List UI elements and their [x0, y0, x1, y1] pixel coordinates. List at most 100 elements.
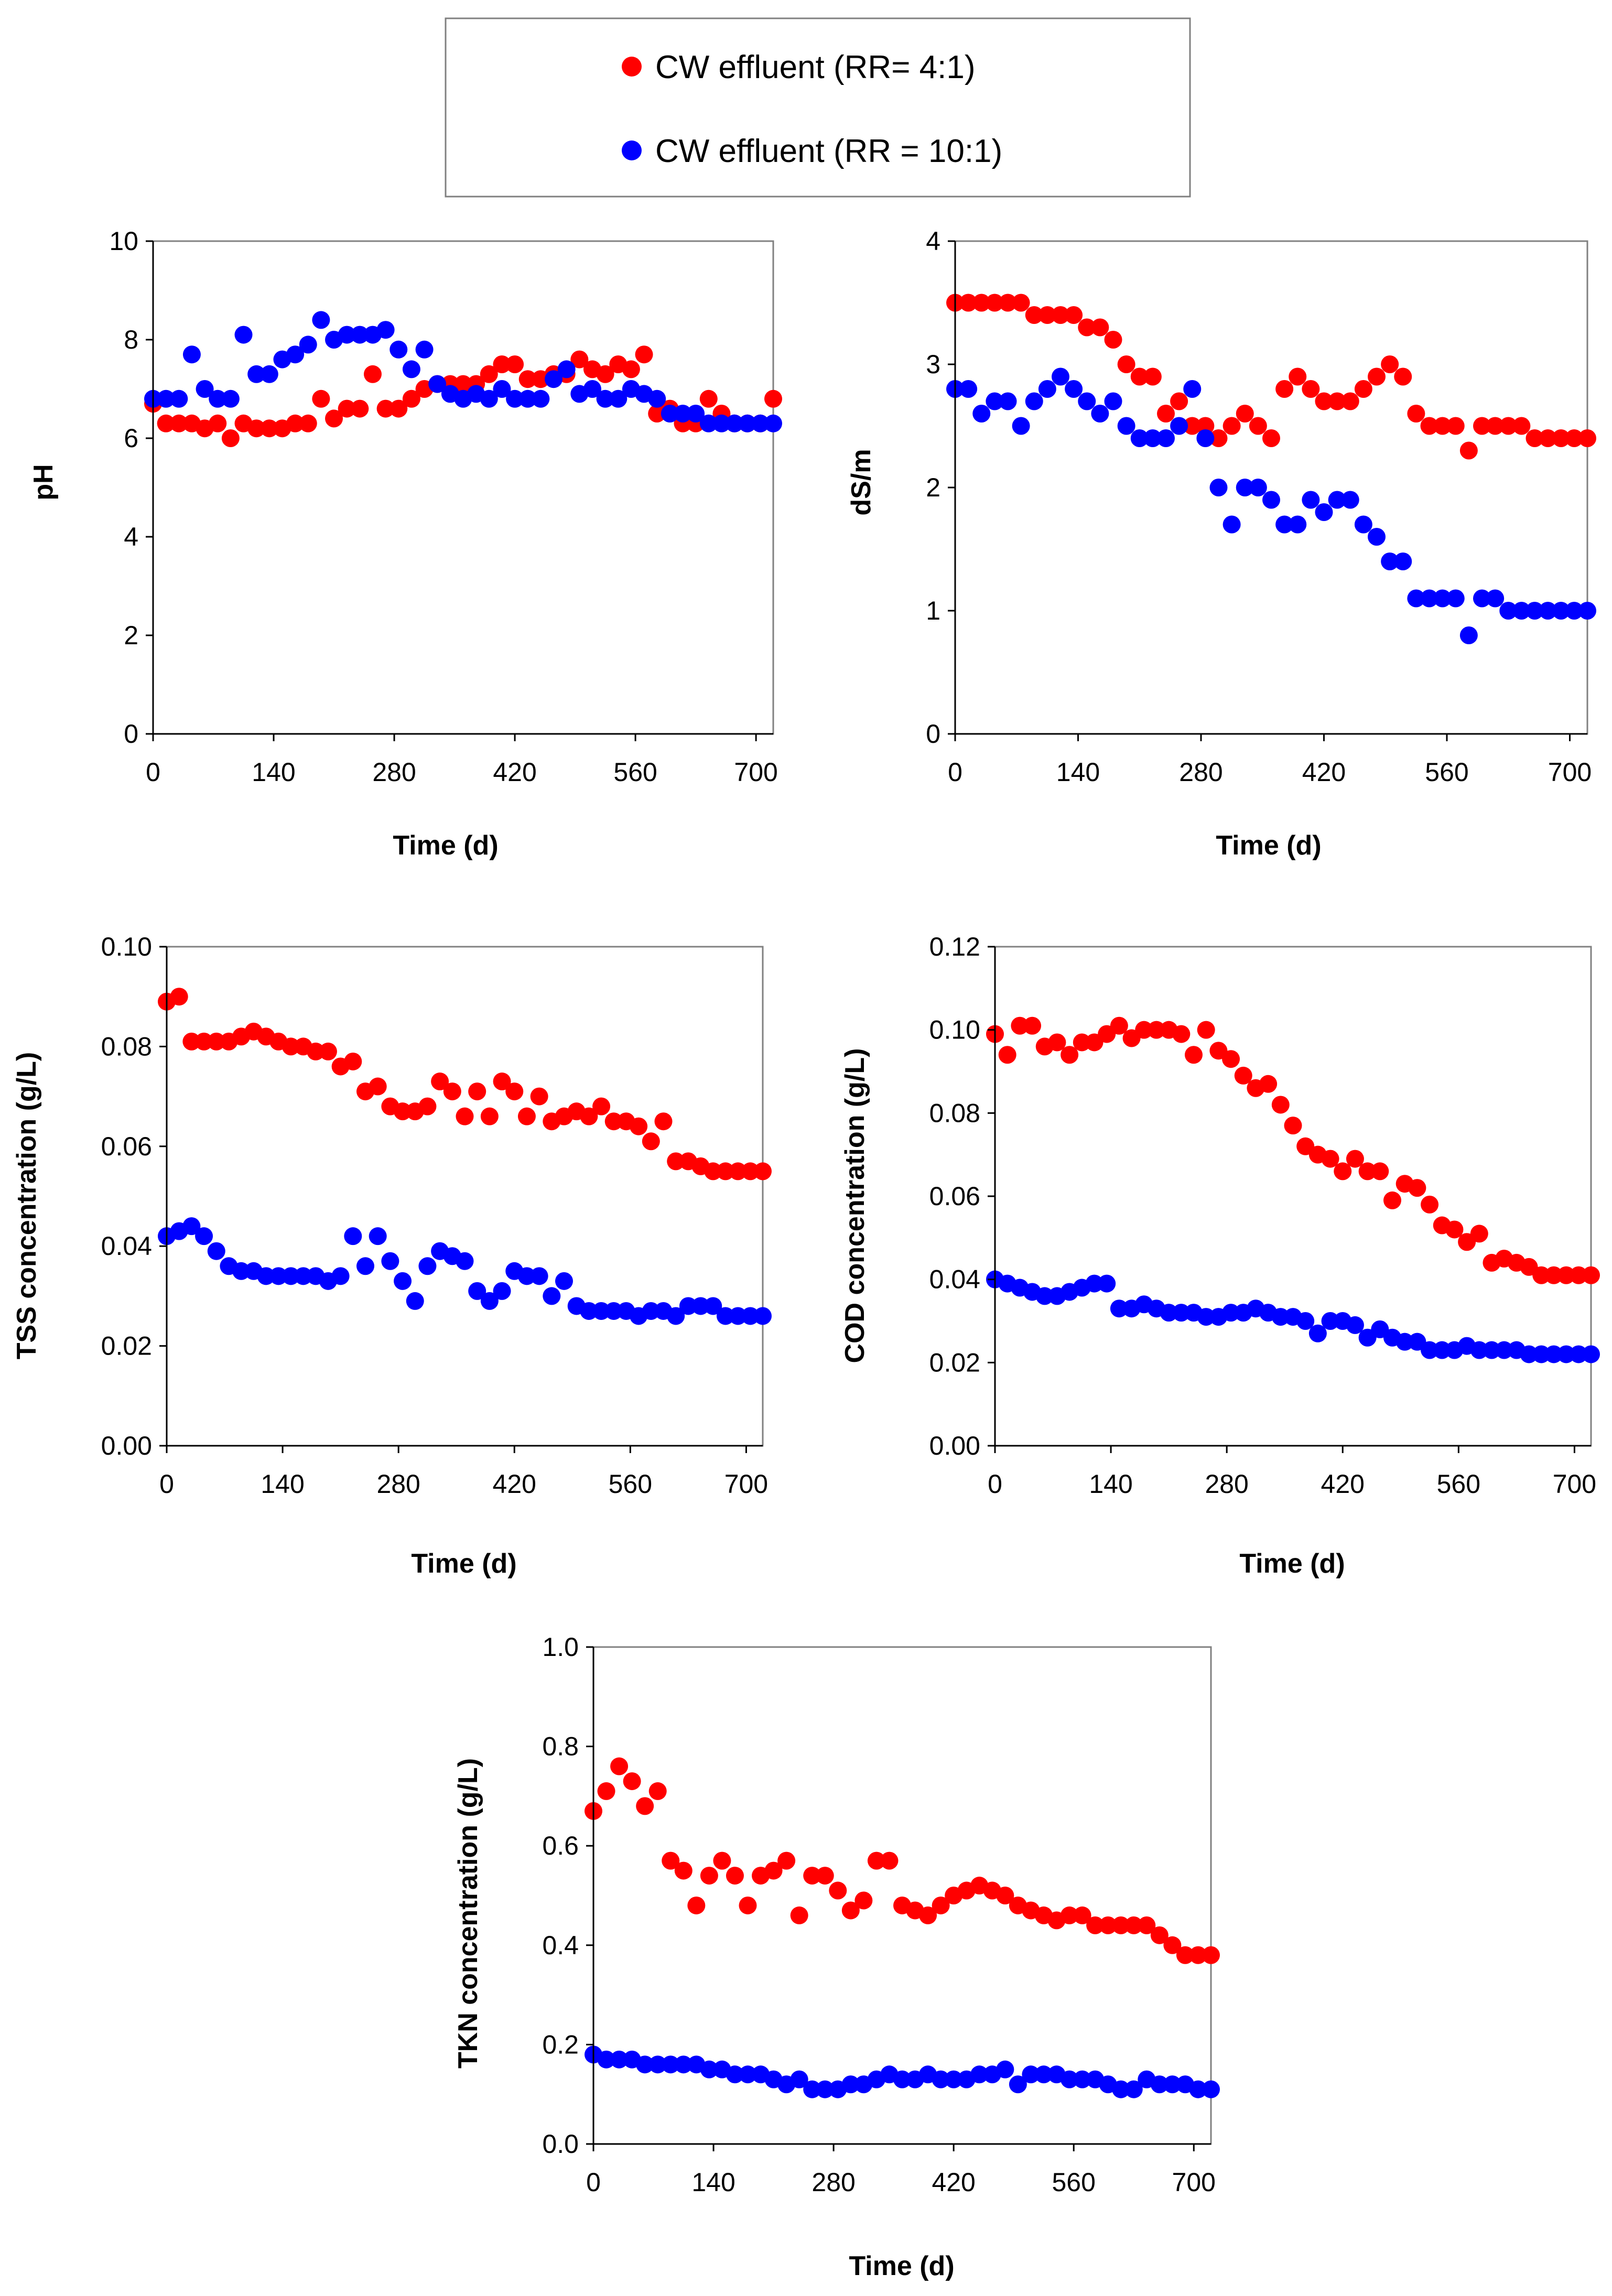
chart-ec-point-rr-4-1: [1368, 367, 1386, 386]
chart-tkn-point-rr-4-1: [1163, 1936, 1182, 1954]
chart-tkn-point-rr-10-1: [841, 2075, 860, 2094]
chart-cod-point-rr-10-1: [1395, 1333, 1414, 1351]
chart-tkn-point-rr-4-1: [700, 1867, 718, 1885]
chart-ph-point-rr-10-1: [415, 340, 434, 359]
chart-ec-x-tick-label: 280: [1179, 757, 1222, 787]
chart-ph-point-rr-4-1: [299, 414, 317, 432]
chart-ph-point-rr-4-1: [170, 414, 188, 432]
chart-ec-point-rr-10-1: [1196, 429, 1215, 447]
chart-ec-point-rr-4-1: [1065, 306, 1083, 324]
chart-cod-x-tick-label: 420: [1321, 1469, 1365, 1499]
chart-tss-x-tick-label: 700: [724, 1469, 768, 1499]
chart-ph-x-tick-label: 140: [252, 757, 295, 787]
chart-cod-point-rr-10-1: [1570, 1345, 1588, 1363]
chart-tkn-point-rr-4-1: [610, 1757, 629, 1775]
chart-ec-point-rr-10-1: [1262, 491, 1280, 509]
chart-cod-point-rr-4-1: [1259, 1075, 1278, 1093]
chart-ec-point-rr-10-1: [1117, 417, 1135, 435]
chart-tss-point-rr-4-1: [182, 1032, 201, 1050]
chart-ph-x-tick-label: 420: [493, 757, 536, 787]
chart-ph-point-rr-4-1: [699, 389, 718, 408]
chart-tkn-point-rr-4-1: [1138, 1916, 1156, 1934]
chart-tss-x-tick-label: 420: [493, 1469, 536, 1499]
chart-ec-point-rr-4-1: [1130, 367, 1149, 386]
chart-ph-point-rr-4-1: [454, 375, 472, 393]
chart-tkn-x-tick-label: 560: [1052, 2168, 1096, 2197]
chart-tkn-y-tick-label: 0.8: [542, 1732, 579, 1761]
chart-tkn-point-rr-10-1: [803, 2080, 821, 2098]
chart-ph-point-rr-10-1: [609, 389, 628, 408]
chart-tss-point-rr-4-1: [307, 1042, 325, 1060]
chart-ph-point-rr-4-1: [247, 419, 266, 438]
chart-ph-point-rr-4-1: [622, 360, 640, 378]
chart-cod-point-rr-4-1: [1557, 1266, 1575, 1284]
chart-ec-point-rr-10-1: [1473, 589, 1491, 608]
chart-tss-point-rr-4-1: [704, 1162, 722, 1181]
chart-tkn-point-rr-4-1: [777, 1851, 796, 1870]
chart-ec-point-rr-10-1: [1526, 602, 1544, 620]
chart-ec-y-tick-label: 0: [926, 719, 940, 749]
chart-tkn-point-rr-10-1: [1073, 2070, 1091, 2088]
chart-ec-y-ticks: 0 1 2 3 4: [926, 226, 956, 749]
chart-tss-point-rr-10-1: [480, 1292, 499, 1310]
chart-ph-point-rr-4-1: [596, 365, 614, 383]
chart-cod-point-rr-4-1: [1321, 1150, 1339, 1168]
chart-ec-point-rr-4-1: [1459, 441, 1478, 460]
chart-ec-point-rr-10-1: [1038, 380, 1056, 398]
chart-ec-x-tick-label: 0: [948, 757, 962, 787]
chart-ph-point-rr-10-1: [583, 380, 601, 398]
chart-ec-point-rr-4-1: [999, 294, 1017, 312]
chart-tss-point-rr-10-1: [691, 1297, 710, 1315]
chart-tkn-point-rr-4-1: [1073, 1906, 1091, 1924]
chart-ec-point-rr-10-1: [1394, 553, 1412, 570]
chart-tss-y-tick-label: 0.10: [101, 932, 152, 961]
chart-ph-points: [144, 311, 782, 447]
chart-tkn-point-rr-4-1: [1150, 1926, 1169, 1944]
chart-ec-point-rr-4-1: [1354, 380, 1372, 398]
chart-tkn-point-rr-4-1: [880, 1851, 899, 1870]
chart-tkn-point-rr-4-1: [687, 1896, 706, 1914]
chart-cod-point-rr-4-1: [1234, 1066, 1252, 1085]
chart-cod-point-rr-4-1: [1271, 1096, 1290, 1114]
chart-tkn-point-rr-10-1: [1034, 2065, 1053, 2084]
chart-ec-point-rr-4-1: [1078, 318, 1096, 337]
chart-ec-point-rr-4-1: [1052, 306, 1069, 324]
legend-label-rr-4-1: CW effluent (RR= 4:1): [655, 49, 975, 85]
chart-tkn-x-tick-label: 0: [586, 2168, 601, 2197]
chart-cod-point-rr-10-1: [1222, 1304, 1240, 1322]
chart-tss-point-rr-4-1: [729, 1162, 747, 1181]
chart-cod-point-rr-10-1: [1160, 1304, 1178, 1322]
chart-ph-point-rr-4-1: [480, 365, 498, 383]
chart-tss-point-rr-10-1: [592, 1302, 611, 1320]
chart-tkn-point-rr-4-1: [919, 1906, 937, 1924]
chart-tkn-point-rr-4-1: [803, 1867, 821, 1885]
chart-tss-point-rr-4-1: [170, 988, 188, 1006]
chart-tkn-point-rr-4-1: [1202, 1946, 1220, 1964]
chart-tss-point-rr-4-1: [580, 1107, 598, 1125]
chart-cod-point-rr-4-1: [1110, 1016, 1128, 1035]
chart-cod-point-rr-4-1: [1383, 1191, 1401, 1209]
chart-tkn-point-rr-4-1: [816, 1867, 834, 1885]
chart-ph-point-rr-4-1: [635, 345, 653, 364]
chart-ph-point-rr-10-1: [480, 389, 498, 408]
chart-ec-point-rr-10-1: [1143, 429, 1162, 447]
chart-tss-point-rr-4-1: [443, 1082, 461, 1101]
chart-ph-point-rr-4-1: [376, 399, 395, 418]
chart-ec-point-rr-10-1: [1065, 380, 1083, 398]
chart-tkn-y-tick-label: 0.2: [542, 2030, 579, 2059]
chart-cod-point-rr-4-1: [1371, 1162, 1389, 1181]
chart-cod-point-rr-4-1: [1358, 1162, 1377, 1181]
chart-ph-x-tick-label: 0: [146, 757, 160, 787]
chart-tkn-y-tick-label: 0.4: [542, 1931, 579, 1960]
chart-cod-point-rr-10-1: [1098, 1274, 1116, 1293]
chart-tss-point-rr-4-1: [456, 1107, 474, 1125]
chart-tss-point-rr-4-1: [741, 1162, 760, 1181]
chart-ph-y-label: pH: [28, 464, 59, 500]
chart-ec-point-rr-4-1: [1473, 417, 1491, 435]
chart-tkn-point-rr-4-1: [932, 1896, 950, 1914]
chart-tkn-point-rr-4-1: [648, 1782, 667, 1800]
chart-tkn-point-rr-10-1: [932, 2070, 950, 2088]
chart-tss-point-rr-4-1: [319, 1042, 337, 1060]
chart-cod-point-rr-4-1: [1023, 1016, 1042, 1035]
